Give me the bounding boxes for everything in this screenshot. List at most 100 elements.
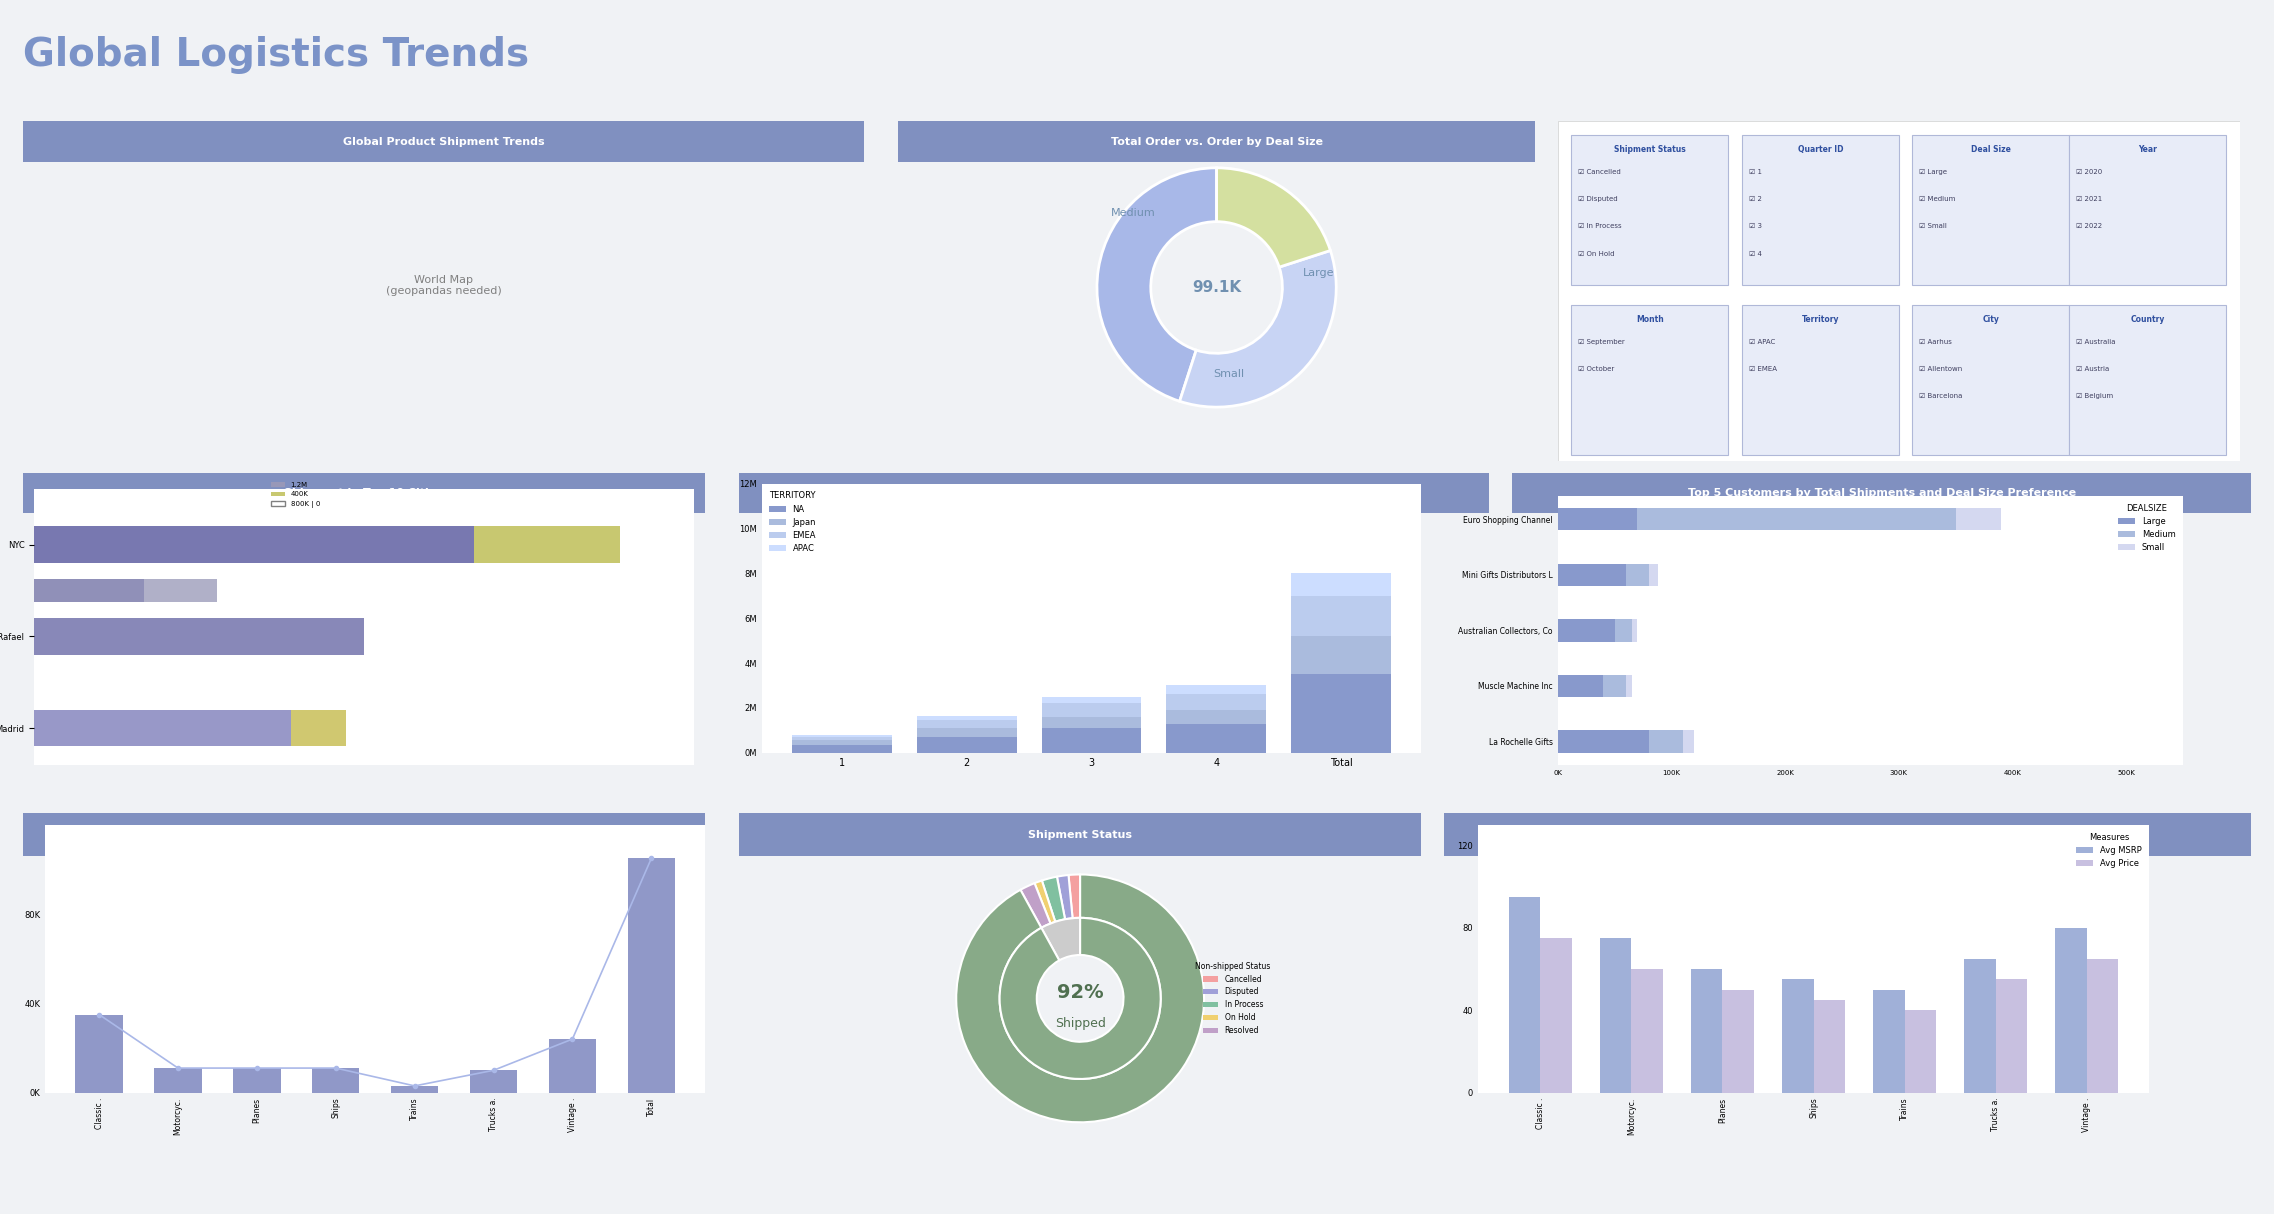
Text: Territory: Territory [1801, 316, 1840, 324]
Text: ☑ 4: ☑ 4 [1749, 250, 1762, 256]
Text: Medium: Medium [1110, 208, 1155, 217]
Legend: Cancelled, Disputed, In Process, On Hold, Resolved: Cancelled, Disputed, In Process, On Hold… [1192, 959, 1273, 1038]
Text: ☑ Austria: ☑ Austria [2076, 367, 2110, 373]
Bar [628, 858, 675, 1093]
Bar [23, 813, 705, 856]
Text: Month: Month [1635, 316, 1665, 324]
Text: Shipment Status: Shipment Status [1615, 146, 1685, 154]
Text: ☑ Disputed: ☑ Disputed [1578, 197, 1617, 203]
Bar [23, 121, 864, 163]
Text: Year: Year [2138, 146, 2158, 154]
Bar [739, 813, 1421, 856]
Text: ☑ APAC: ☑ APAC [1749, 339, 1776, 345]
Bar [1292, 573, 1392, 596]
Bar [1292, 596, 1392, 636]
Wedge shape [1096, 168, 1217, 402]
Bar [391, 1085, 439, 1093]
Bar [1571, 305, 1728, 454]
Bar [1167, 686, 1267, 694]
Bar [1626, 563, 1649, 586]
Bar [916, 716, 1016, 720]
Text: ☑ In Process: ☑ In Process [1578, 223, 1621, 229]
Bar [1041, 728, 1142, 753]
Text: 99.1K: 99.1K [1192, 280, 1242, 295]
Bar [234, 1068, 280, 1093]
Text: Quarter ID: Quarter ID [1796, 146, 1844, 154]
Wedge shape [1035, 880, 1055, 924]
Bar [1558, 563, 1626, 586]
Bar [1690, 969, 1721, 1093]
Text: ☑ Medium: ☑ Medium [1919, 197, 1956, 203]
Legend: Avg MSRP, Avg Price: Avg MSRP, Avg Price [2074, 829, 2144, 872]
Wedge shape [957, 874, 1203, 1122]
Text: ☑ 2020: ☑ 2020 [2076, 169, 2103, 175]
Text: Small: Small [1212, 369, 1244, 379]
Bar [1906, 1010, 1937, 1093]
Text: MSRP Vs Real Price: MSRP Vs Real Price [1787, 829, 1908, 840]
Bar [1167, 694, 1267, 710]
Bar [1630, 969, 1662, 1093]
Text: ☑ On Hold: ☑ On Hold [1578, 250, 1615, 256]
Bar [1292, 636, 1392, 674]
Text: ☑ Barcelona: ☑ Barcelona [1919, 393, 1962, 399]
Wedge shape [1021, 883, 1051, 927]
Wedge shape [1041, 877, 1064, 921]
Bar [1781, 980, 1815, 1093]
Bar [1558, 731, 1649, 753]
Bar [1742, 135, 1899, 284]
Bar [1292, 674, 1392, 753]
Text: Total Shipment by Quarters: Total Shipment by Quarters [1028, 488, 1201, 498]
Text: ☑ Small: ☑ Small [1919, 223, 1947, 229]
Text: City: City [1983, 316, 1999, 324]
Text: Shipment Status: Shipment Status [1028, 829, 1132, 840]
Text: ☑ EMEA: ☑ EMEA [1749, 367, 1776, 373]
Bar [1637, 509, 1956, 531]
Text: Large: Large [1303, 267, 1335, 278]
Bar [791, 741, 891, 745]
Bar [1649, 731, 1683, 753]
Bar [2056, 927, 2088, 1093]
Bar [1912, 305, 2069, 454]
Text: ☑ September: ☑ September [1578, 339, 1626, 345]
Text: Country: Country [2131, 316, 2165, 324]
Text: ☑ Aarhus: ☑ Aarhus [1919, 339, 1951, 345]
Bar [1912, 135, 2069, 284]
Bar [1626, 675, 1633, 697]
Wedge shape [1180, 250, 1337, 407]
Bar [791, 745, 891, 753]
Bar [2069, 135, 2226, 284]
Bar [1615, 619, 1633, 641]
Bar [34, 710, 291, 747]
Bar [1683, 731, 1694, 753]
Text: ☑ 2: ☑ 2 [1749, 197, 1762, 203]
Bar [1167, 724, 1267, 753]
Bar [2088, 959, 2119, 1093]
Bar [34, 579, 143, 602]
Text: ☑ 2021: ☑ 2021 [2076, 197, 2103, 203]
Bar [916, 720, 1016, 728]
Text: Top 5 Customers by Total Shipments and Deal Size Preference: Top 5 Customers by Total Shipments and D… [1687, 488, 2076, 498]
Text: World Map
(geopandas needed): World Map (geopandas needed) [387, 274, 500, 296]
Legend: 1.2M, 400K, 800K | 0: 1.2M, 400K, 800K | 0 [268, 480, 323, 511]
Bar [791, 734, 891, 737]
Text: ☑ 2022: ☑ 2022 [2076, 223, 2101, 229]
Bar [1508, 897, 1539, 1093]
Text: ☑ Allentown: ☑ Allentown [1919, 367, 1962, 373]
Bar [1965, 959, 1997, 1093]
Bar [1721, 989, 1753, 1093]
Bar [1558, 509, 1637, 531]
Bar [1633, 619, 1637, 641]
Bar [2069, 305, 2226, 454]
Bar [1874, 989, 1906, 1093]
Text: ☑ Large: ☑ Large [1919, 169, 1947, 175]
Text: 92%: 92% [1057, 982, 1103, 1002]
Bar [34, 526, 473, 563]
Text: Shipped: Shipped [1055, 1016, 1105, 1029]
Wedge shape [1001, 918, 1160, 1079]
Wedge shape [1069, 874, 1080, 918]
Bar [1815, 1000, 1846, 1093]
Wedge shape [1057, 875, 1073, 919]
Bar [75, 1015, 123, 1093]
Wedge shape [1041, 918, 1080, 960]
Bar [143, 579, 218, 602]
